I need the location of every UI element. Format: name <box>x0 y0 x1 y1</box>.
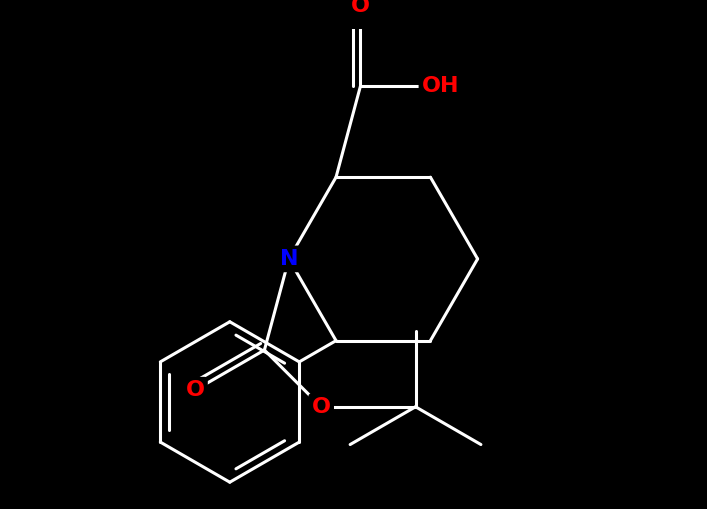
Text: OH: OH <box>422 76 460 96</box>
Text: O: O <box>312 397 331 417</box>
Text: N: N <box>279 249 298 269</box>
Text: O: O <box>185 380 204 400</box>
Text: O: O <box>351 0 370 16</box>
